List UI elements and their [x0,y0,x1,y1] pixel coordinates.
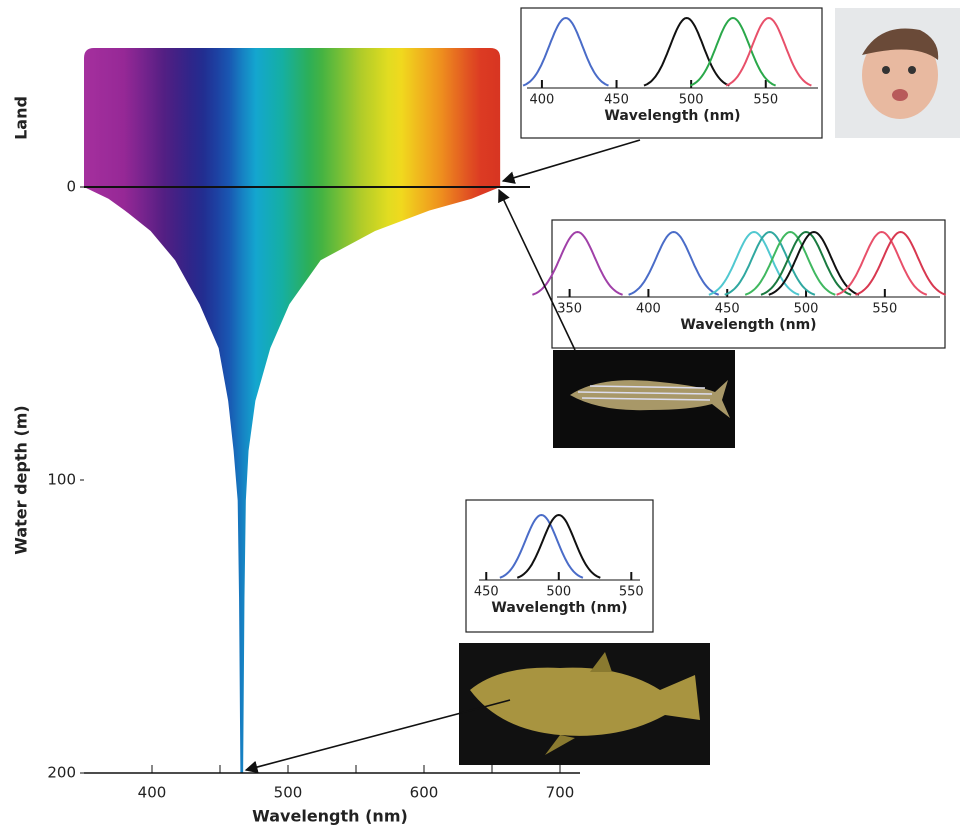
inset-tick-label: 450 [474,585,499,600]
inset-x-label: Wavelength (nm) [604,108,740,124]
inset-tick-label: 450 [715,302,740,317]
x-axis-label: Wavelength (nm) [252,807,408,826]
y-tick-label: 200 [47,764,76,782]
baby-photo [835,8,960,138]
inset-tick-label: 500 [679,93,704,108]
inset-x-label: Wavelength (nm) [491,600,627,616]
y-axis-label: Water depth (m) [12,405,31,555]
inset-x-label: Wavelength (nm) [680,317,816,333]
pointer-arrow [503,140,640,181]
x-tick-label: 700 [546,784,575,802]
inset-tick-label: 550 [872,302,897,317]
inset-tick-label: 400 [636,302,661,317]
x-tick-label: 500 [274,784,303,802]
inset-tick-label: 500 [794,302,819,317]
y-tick-label: 100 [47,471,76,489]
zebrafish-photo [553,350,735,448]
inset-tick-label: 400 [530,93,555,108]
inset-tick-label: 550 [753,93,778,108]
figure: Land Water depth (m) Wavelength (nm) 400… [0,0,972,830]
y-tick-label: 0 [66,178,76,196]
land-label: Land [12,96,31,140]
x-tick-label: 400 [138,784,167,802]
inset-tick-label: 450 [604,93,629,108]
inset-tick-label: 350 [557,302,582,317]
inset-tick-label: 550 [619,585,644,600]
x-tick-label: 600 [410,784,439,802]
spectrum-fill [84,48,500,773]
inset-tick-label: 500 [546,585,571,600]
